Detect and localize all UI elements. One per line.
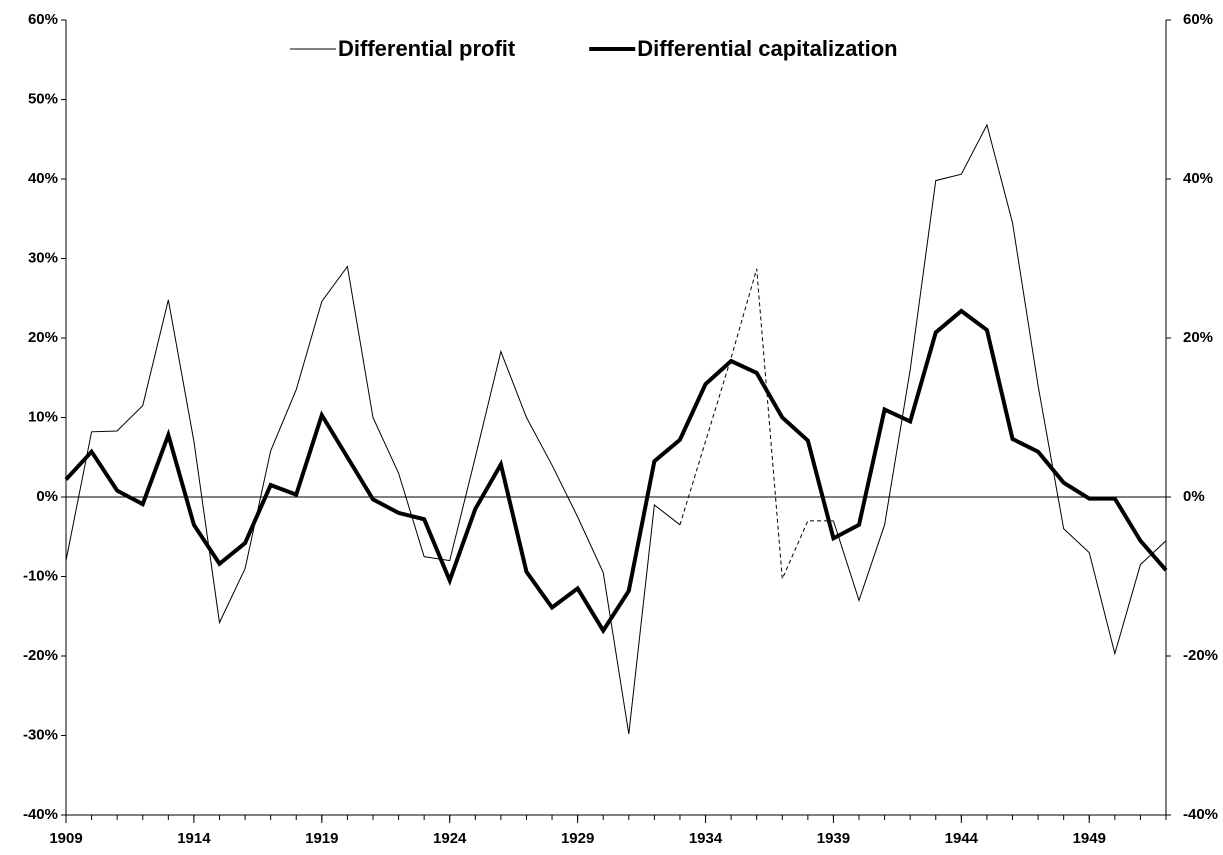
- y-tick-label: -40%: [23, 806, 58, 823]
- x-tick-label: 1934: [689, 830, 723, 847]
- legend-label: Differential profit: [338, 36, 516, 61]
- y-tick-label: 50%: [28, 90, 58, 107]
- x-tick-label: 1924: [433, 830, 467, 847]
- x-tick-label: 1949: [1073, 830, 1106, 847]
- y-tick-label: -10%: [23, 567, 58, 584]
- x-tick-label: 1944: [945, 830, 979, 847]
- y-tick-label: 60%: [28, 11, 58, 28]
- y2-tick-label: 0%: [1183, 488, 1205, 505]
- y2-tick-label: 20%: [1183, 329, 1213, 346]
- x-tick-label: 1914: [177, 830, 211, 847]
- y-tick-label: 40%: [28, 170, 58, 187]
- y-tick-label: 20%: [28, 329, 58, 346]
- legend-label: Differential capitalization: [637, 36, 897, 61]
- y-tick-label: -20%: [23, 647, 58, 664]
- series-line: [679, 268, 834, 580]
- y-tick-label: 0%: [36, 488, 58, 505]
- x-tick-label: 1929: [561, 830, 594, 847]
- y2-tick-label: -20%: [1183, 647, 1218, 664]
- y-tick-label: 10%: [28, 408, 58, 425]
- y-tick-label: -30%: [23, 726, 58, 743]
- x-tick-label: 1909: [49, 830, 82, 847]
- series-line: [65, 123, 1167, 734]
- x-tick-label: 1939: [817, 830, 850, 847]
- y2-tick-label: 60%: [1183, 11, 1213, 28]
- x-tick-label: 1919: [305, 830, 338, 847]
- y-tick-label: 30%: [28, 249, 58, 266]
- series-line: [64, 308, 1168, 635]
- y2-tick-label: -40%: [1183, 806, 1218, 823]
- y2-tick-label: 40%: [1183, 170, 1213, 187]
